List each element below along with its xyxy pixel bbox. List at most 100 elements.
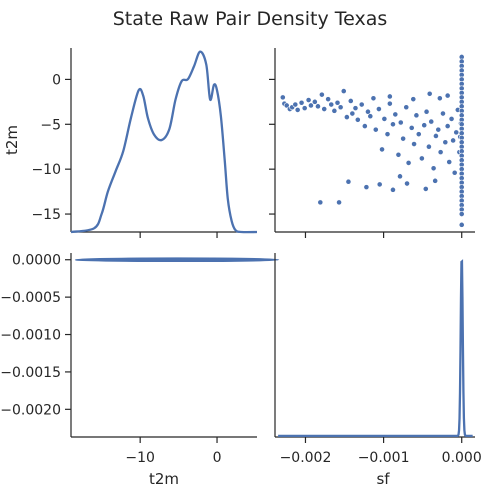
scatter-point <box>442 139 449 146</box>
scatter-point <box>426 143 432 150</box>
kde-x-tick-label: −10 <box>125 450 155 466</box>
kde-x-ticks: −10 0 <box>125 437 221 466</box>
scatter-point <box>404 180 410 187</box>
scatter-point <box>305 97 312 103</box>
scatter-point <box>408 124 415 131</box>
kde-y-tick-label: −0.0015 <box>0 365 61 381</box>
sf-density-x-ticks: −0.002 −0.001 0.000 <box>280 437 482 466</box>
scatter-x-ticks <box>304 232 463 238</box>
scatter-point <box>349 110 356 117</box>
t2m-density-y-tick-label: −10 <box>31 162 61 178</box>
scatter-point <box>450 137 457 144</box>
scatter-points <box>279 54 465 228</box>
scatter-point <box>321 106 328 112</box>
kde-y-tick-label: −0.0020 <box>0 402 61 418</box>
kde-y-tick-label: 0.0000 <box>12 253 61 269</box>
scatter-point <box>367 113 374 120</box>
scatter-point <box>298 99 305 106</box>
scatter-point <box>386 100 393 107</box>
scatter-point <box>384 131 391 138</box>
scatter-point <box>386 93 393 100</box>
panel-sf-vs-t2m-scatter <box>269 48 475 238</box>
scatter-point <box>432 177 439 184</box>
scatter-point <box>370 95 377 102</box>
scatter-point <box>283 102 290 109</box>
scatter-point <box>448 116 455 122</box>
t2m-density-curve <box>70 50 258 234</box>
scatter-point <box>308 102 314 109</box>
scatter-point <box>392 111 399 118</box>
kde-y-tick-label: −0.0010 <box>0 328 61 344</box>
scatter-point <box>352 105 359 112</box>
scatter-y-ticks <box>269 78 275 215</box>
scatter-point <box>376 181 383 188</box>
sf-density-x-tick-label: 0.000 <box>442 450 482 466</box>
scatter-point <box>440 110 446 117</box>
scatter-point <box>403 104 410 111</box>
scatter-point <box>422 186 429 192</box>
t2m-density-x-ticks <box>139 232 218 238</box>
scatter-point <box>436 95 443 102</box>
scatter-point <box>336 199 342 206</box>
scatter-point <box>340 88 347 94</box>
scatter-point <box>430 165 437 172</box>
kde-x-axis-label: t2m <box>149 470 179 488</box>
scatter-point <box>318 91 325 98</box>
scatter-point <box>334 99 341 106</box>
scatter-point <box>444 92 451 99</box>
scatter-point <box>292 101 299 108</box>
figure-title: State Raw Pair Density Texas <box>113 8 388 30</box>
scatter-point <box>446 159 453 165</box>
scatter-point <box>325 96 332 103</box>
scatter-point <box>426 90 433 97</box>
scatter-point <box>413 112 420 119</box>
panel-t2m-density: 0 −5 −10 −15 t2m <box>3 48 258 238</box>
scatter-point <box>451 169 458 176</box>
panel-t2m-vs-sf-kde: 0.0000−0.0005−0.0010−0.0015−0.0020 −10 0 … <box>0 253 280 488</box>
scatter-point <box>390 121 396 128</box>
scatter-point <box>361 123 368 129</box>
scatter-point <box>415 131 422 138</box>
scatter-point <box>390 186 396 193</box>
scatter-point <box>317 199 324 206</box>
kde-y-ticks: 0.0000 −0.0005 −0.0010 −0.0015 −0.0020 <box>0 253 71 418</box>
scatter-point <box>331 107 338 114</box>
scatter-point <box>397 119 404 126</box>
scatter-point <box>405 159 412 166</box>
scatter-point <box>421 122 428 129</box>
scatter-point <box>365 108 371 115</box>
scatter-point <box>354 116 361 123</box>
scatter-point <box>411 141 417 147</box>
kde-x-tick-label: 0 <box>213 450 222 466</box>
panel-sf-density: −0.002 −0.001 0.000 sf <box>274 253 482 488</box>
kde-contour <box>148 258 206 262</box>
sf-density-x-tick-label: −0.001 <box>358 450 410 466</box>
t2m-density-y-ticks: 0 −5 −10 −15 <box>31 72 71 223</box>
scatter-point <box>428 118 435 125</box>
scatter-point <box>315 103 321 110</box>
t2m-density-y-tick-label: −15 <box>31 207 61 223</box>
scatter-point <box>343 114 350 121</box>
scatter-point <box>400 135 407 142</box>
scatter-point <box>381 116 388 122</box>
scatter-point <box>433 133 439 139</box>
t2m-density-y-tick-label: 0 <box>52 72 61 88</box>
sf-density-x-axis-label: sf <box>376 470 390 488</box>
scatter-point <box>337 104 344 111</box>
scatter-point <box>458 221 465 228</box>
scatter-point <box>279 94 286 101</box>
scatter-point <box>444 123 451 129</box>
scatter-point <box>423 108 430 115</box>
scatter-point <box>458 211 465 217</box>
scatter-point <box>363 184 370 191</box>
scatter-point <box>453 129 460 136</box>
scatter-point <box>301 105 308 112</box>
scatter-point <box>379 146 385 153</box>
sf-density-x-tick-label: −0.002 <box>280 450 332 466</box>
sf-density-curve <box>278 259 473 438</box>
scatter-point <box>376 106 382 112</box>
scatter-point <box>435 126 442 133</box>
scatter-point <box>395 151 402 158</box>
scatter-point <box>410 96 417 103</box>
